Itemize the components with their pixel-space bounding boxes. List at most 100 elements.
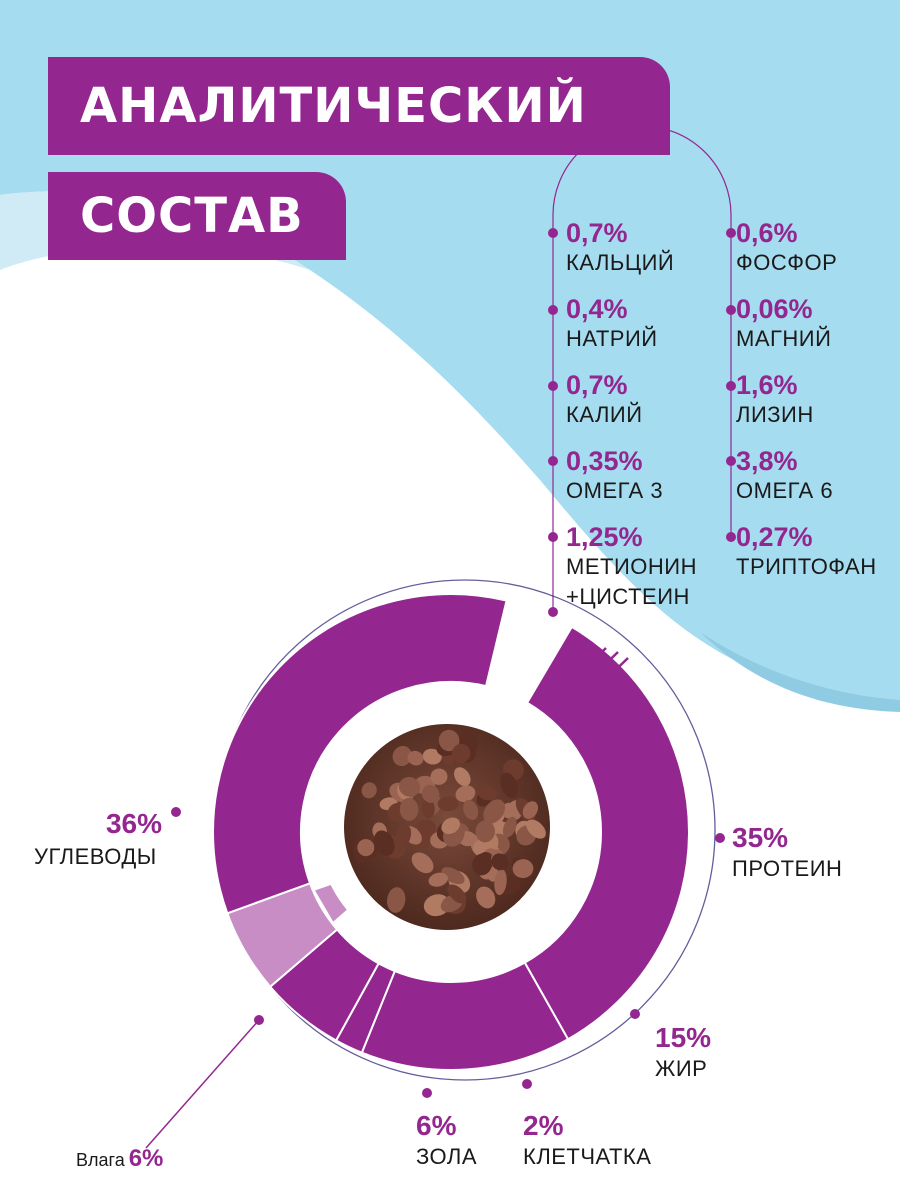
moisture-value: 6% (128, 1145, 164, 1172)
mineral-value: 0,06% (736, 294, 813, 324)
kibble-piece (441, 867, 465, 885)
mineral-dot-phosphorus (726, 228, 736, 238)
kibble-piece (451, 743, 471, 763)
kibble-piece (494, 869, 507, 896)
macro-dots (171, 807, 725, 1098)
mineral-dot-bottom (548, 607, 558, 617)
moisture-label: Влага (76, 1150, 125, 1170)
fat-dot (630, 1009, 640, 1019)
mineral-dot-magnesium (726, 305, 736, 315)
protein-value: 35% (732, 822, 789, 853)
fiber-value: 2% (523, 1110, 564, 1141)
mineral-sodium: 0,4% НАТРИЙ (566, 294, 658, 354)
title-line-2: СОСТАВ (48, 172, 346, 260)
kibble-piece (500, 772, 519, 798)
gap-stripes (547, 643, 629, 707)
kibble-piece (438, 729, 460, 752)
mineral-label: ФОСФОР (736, 250, 838, 275)
carbs-value: 36% (105, 808, 162, 839)
mineral-label: МАГНИЙ (736, 326, 832, 351)
kibble-pieces (353, 729, 546, 917)
kibble-piece (421, 784, 440, 803)
mineral-dot-omega3 (548, 456, 558, 466)
sky-shadow (700, 632, 900, 712)
protein-dot (715, 833, 725, 843)
carbs-name-group: УГЛЕВОДЫ (34, 842, 157, 872)
ash-dot (422, 1088, 432, 1098)
mineral-value: 0,4% (566, 294, 628, 324)
mineral-value: 0,27% (736, 522, 813, 552)
kibble-piece (430, 768, 448, 785)
protein-label: ПРОТЕИН (732, 856, 843, 881)
carbs-label: УГЛЕВОДЫ (34, 844, 157, 869)
mineral-value: 1,6% (736, 370, 798, 400)
mineral-label: НАТРИЙ (566, 326, 658, 351)
kibble-piece (512, 859, 534, 879)
mineral-lysine: 1,6% ЛИЗИН (736, 370, 814, 430)
mineral-dot-lysine (726, 381, 736, 391)
kibble-piece (476, 886, 496, 909)
kibble-piece (526, 819, 546, 839)
kibble-piece (411, 852, 434, 874)
mineral-phosphorus: 0,6% ФОСФОР (736, 218, 837, 278)
ash-label-group: 6% ЗОЛА (416, 1110, 477, 1172)
mineral-label-2: +ЦИСТЕИН (566, 584, 690, 609)
mineral-value: 0,7% (566, 370, 628, 400)
kibble-piece (428, 872, 449, 887)
fiber-label: КЛЕТЧАТКА (523, 1144, 652, 1169)
kibble-piece (475, 820, 496, 843)
kibble-piece (477, 785, 497, 801)
mineral-value: 3,8% (736, 446, 798, 476)
mineral-calcium: 0,7% КАЛЬЦИЙ (566, 218, 674, 278)
kibble-piece (392, 745, 412, 767)
mineral-dot-potassium (548, 381, 558, 391)
fiber-dot (522, 1079, 532, 1089)
mineral-label: КАЛИЙ (566, 402, 643, 427)
kibble-piece (422, 748, 442, 765)
ash-value: 6% (416, 1110, 457, 1141)
carbs-dot (171, 807, 181, 817)
carbs-label-group: 36% (96, 808, 162, 840)
fiber-label-group: 2% КЛЕТЧАТКА (523, 1110, 651, 1172)
kibble-piece (463, 799, 479, 820)
kibble-piece (437, 796, 459, 812)
mineral-value: 1,25% (566, 522, 643, 552)
mineral-methionine-cystine: 1,25% МЕТИОНИН +ЦИСТЕИН (566, 522, 697, 612)
mineral-label: ТРИПТОФАН (736, 554, 877, 579)
mineral-label: ОМЕГА 6 (736, 478, 834, 503)
kibble-piece (491, 853, 509, 871)
mineral-potassium: 0,7% КАЛИЙ (566, 370, 643, 430)
ash-label: ЗОЛА (416, 1144, 478, 1169)
mineral-magnesium: 0,06% МАГНИЙ (736, 294, 831, 354)
kibble-piece (394, 824, 412, 850)
mineral-value: 0,7% (566, 218, 628, 248)
mineral-label: ЛИЗИН (736, 402, 814, 427)
donut-segment-0 (523, 625, 690, 1041)
fat-label-group: 15% ЖИР (655, 1022, 711, 1084)
mineral-dot-calcium (548, 228, 558, 238)
fat-value: 15% (655, 1022, 712, 1053)
kibble-piece (407, 750, 424, 766)
kibble-piece (454, 767, 471, 787)
protein-label-group: 35% ПРОТЕИН (732, 822, 842, 884)
mineral-value: 0,6% (736, 218, 798, 248)
kibble-piece (472, 853, 492, 876)
kibble-piece (398, 777, 421, 797)
kibble-piece (522, 801, 539, 819)
kibble-piece (357, 839, 375, 857)
fat-label: ЖИР (655, 1056, 708, 1081)
mineral-label: МЕТИОНИН (566, 554, 697, 579)
mineral-value: 0,35% (566, 446, 643, 476)
kibble-piece (421, 798, 435, 819)
donut-chart (212, 593, 690, 1071)
kibble-piece (483, 799, 505, 824)
mineral-label: ОМЕГА 3 (566, 478, 664, 503)
mineral-dot-tryptophan (726, 532, 736, 542)
kibble-piece (455, 785, 476, 803)
mineral-dots (548, 228, 736, 617)
mineral-omega3: 0,35% ОМЕГА 3 (566, 446, 663, 506)
kibble-piece (361, 782, 377, 799)
mineral-dot-sodium (548, 305, 558, 315)
kibble-piece (387, 887, 406, 913)
